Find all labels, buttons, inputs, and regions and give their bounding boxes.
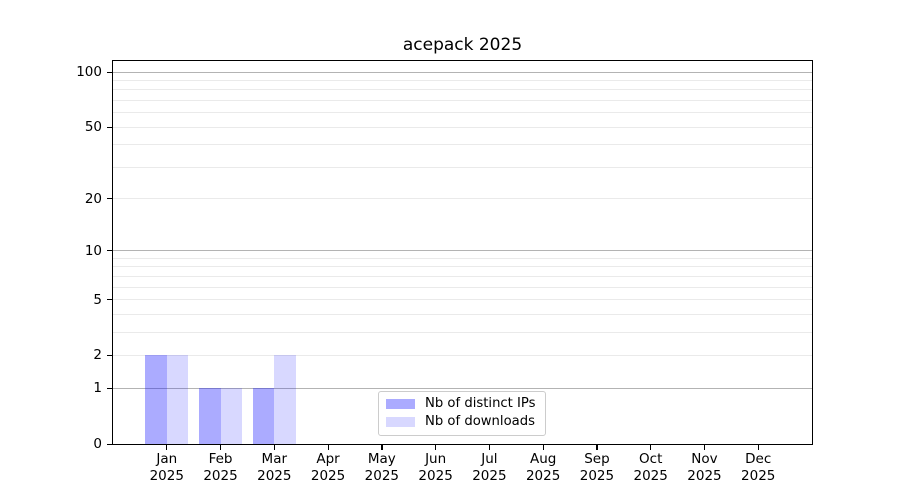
bar-downloads [274,355,296,444]
legend-item-distinct-ips: Nb of distinct IPs [386,397,536,411]
y-minor-gridline [113,198,812,200]
bar-distinct-ips [145,355,167,444]
y-tick-label: 5 [93,291,102,308]
legend-swatch-downloads [386,417,415,427]
y-minor-gridline [113,313,812,315]
x-axis-tick [596,445,598,450]
y-axis-tick [107,126,112,128]
bar-distinct-ips [199,388,221,444]
y-tick-label: 100 [76,64,102,81]
y-tick-label: 0 [93,436,102,452]
x-axis-tick [650,445,652,450]
y-minor-gridline [113,126,812,128]
y-axis-tick [107,198,112,200]
legend-label-downloads: Nb of downloads [425,414,535,429]
y-minor-gridline [113,80,812,82]
y-minor-gridline [113,144,812,146]
x-tick-label: Sep 2025 [579,451,615,484]
x-tick-label: Jun 2025 [418,451,453,484]
y-minor-gridline [113,299,812,301]
x-tick-label: Apr 2025 [310,451,346,484]
y-tick-label: 2 [93,347,102,364]
y-minor-gridline [113,275,812,277]
y-axis-tick [107,387,112,389]
y-major-gridline [113,250,812,252]
y-minor-gridline [113,100,812,102]
legend: Nb of distinct IPs Nb of downloads [378,391,546,436]
y-axis-tick [107,354,112,357]
y-minor-gridline [113,112,812,114]
y-axis-tick [107,71,112,73]
x-tick-label: Aug 2025 [525,451,561,484]
x-axis-tick [166,445,168,450]
y-minor-gridline [113,266,812,268]
y-tick-label: 10 [84,242,102,259]
y-major-gridline [113,387,812,389]
x-tick-label: Oct 2025 [633,451,668,484]
y-minor-gridline [113,166,812,168]
x-axis-tick [381,445,383,450]
bar-downloads [166,355,189,444]
y-axis-tick [107,299,112,301]
x-axis-tick [220,445,222,450]
x-tick-label: May 2025 [364,451,400,484]
x-axis-tick [542,445,544,450]
x-axis-tick [327,445,329,450]
y-axis-tick [107,443,112,445]
y-minor-gridline [113,89,812,91]
y-minor-gridline [113,354,812,356]
x-axis-tick [757,445,759,450]
y-minor-gridline [113,286,812,288]
x-axis-tick [703,445,706,450]
legend-item-downloads: Nb of downloads [386,415,536,429]
x-axis-tick [488,445,491,450]
y-minor-gridline [113,331,812,333]
chart-title: acepack 2025 [402,35,523,55]
bar-distinct-ips [252,388,275,444]
legend-label-distinct-ips: Nb of distinct IPs [425,396,536,411]
x-tick-label: Nov 2025 [687,451,722,484]
x-tick-label: Jan 2025 [149,451,184,484]
plot-area [112,60,813,445]
y-minor-gridline [113,257,812,259]
legend-swatch-distinct-ips [386,399,415,409]
x-tick-label: Dec 2025 [741,451,776,484]
x-tick-label: Jul 2025 [472,451,507,484]
y-axis-tick [107,250,112,252]
x-tick-label: Mar 2025 [257,451,292,484]
y-tick-label: 20 [84,190,102,207]
x-axis-tick [435,445,437,450]
x-tick-label: Feb 2025 [203,451,238,484]
x-axis-tick [273,445,275,450]
y-tick-label: 1 [93,380,102,397]
y-tick-label: 50 [84,119,102,136]
bar-downloads [220,388,243,444]
y-major-gridline [113,71,812,73]
